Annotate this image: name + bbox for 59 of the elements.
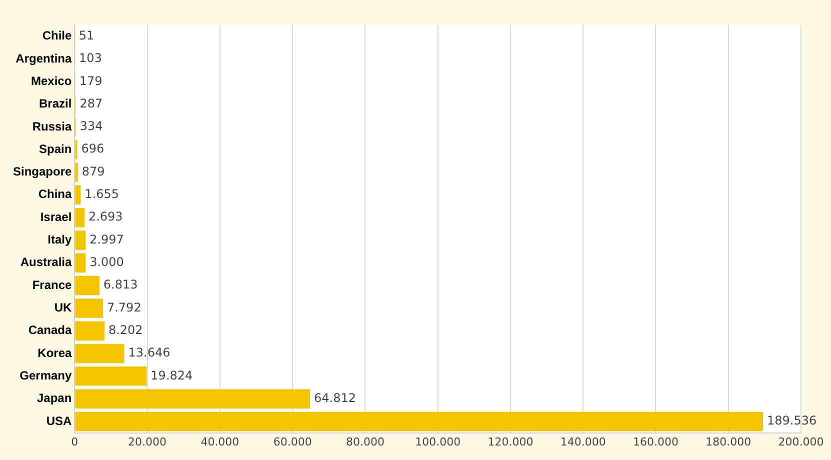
bar bbox=[75, 298, 103, 318]
data-label: 189.536 bbox=[767, 414, 817, 428]
data-label: 7.792 bbox=[106, 300, 142, 314]
x-tick-label: 60.000 bbox=[273, 435, 312, 448]
data-label: 3.000 bbox=[90, 255, 124, 270]
bar bbox=[75, 344, 124, 364]
y-tick-label: UK bbox=[54, 300, 72, 315]
x-tick-label: 160.000 bbox=[632, 435, 678, 448]
data-label: 51 bbox=[78, 28, 94, 42]
data-label: 696 bbox=[81, 142, 104, 156]
data-label: 6.813 bbox=[103, 278, 138, 292]
data-label: 103 bbox=[79, 51, 102, 66]
bar bbox=[75, 230, 86, 250]
y-tick-label: Canada bbox=[28, 323, 72, 338]
y-tick-label: Russia bbox=[32, 119, 72, 134]
bar bbox=[75, 276, 100, 296]
y-tick-label: Germany bbox=[20, 368, 72, 382]
bar bbox=[75, 208, 84, 228]
data-label: 8.202 bbox=[108, 322, 143, 337]
y-tick-label: Singapore bbox=[12, 164, 72, 179]
bar bbox=[75, 366, 147, 386]
data-label: 287 bbox=[80, 96, 103, 110]
bar bbox=[75, 321, 104, 340]
y-tick-label: Mexico bbox=[30, 74, 72, 88]
y-tick-label: Japan bbox=[36, 391, 72, 406]
data-label: 334 bbox=[80, 119, 103, 134]
bar bbox=[75, 185, 81, 205]
x-tick-label: 120.000 bbox=[488, 435, 534, 448]
x-tick-label: 140.000 bbox=[560, 435, 606, 448]
x-tick-label: 0 bbox=[71, 435, 78, 448]
data-label: 19.824 bbox=[150, 368, 193, 382]
y-tick-label: Israel bbox=[40, 210, 72, 224]
y-tick-label: Brazil bbox=[38, 96, 72, 111]
bar bbox=[75, 389, 310, 408]
y-tick-label: Chile bbox=[42, 28, 72, 43]
y-tick-label: USA bbox=[46, 414, 72, 428]
bar bbox=[75, 162, 78, 182]
x-tick-label: 80.000 bbox=[346, 435, 384, 448]
data-label: 2.693 bbox=[88, 210, 123, 224]
x-tick-label: 40.000 bbox=[200, 435, 240, 448]
x-tick-label: 20.000 bbox=[128, 435, 167, 448]
y-tick-label: Spain bbox=[39, 142, 72, 156]
y-tick-label: Argentina bbox=[16, 51, 72, 66]
bar bbox=[75, 412, 763, 432]
x-tick-label: 100.000 bbox=[415, 435, 461, 448]
y-tick-label: Australia bbox=[20, 255, 72, 270]
y-tick-label: Korea bbox=[38, 346, 72, 360]
y-tick-label: Italy bbox=[48, 232, 72, 247]
data-label: 64.812 bbox=[314, 390, 356, 405]
data-label: 2.997 bbox=[90, 232, 124, 246]
x-tick-label: 200.000 bbox=[778, 435, 824, 448]
data-label: 179 bbox=[79, 74, 102, 88]
data-label: 13.646 bbox=[128, 346, 170, 360]
bar bbox=[75, 253, 86, 273]
data-label: 1.655 bbox=[84, 187, 120, 202]
y-tick-label: China bbox=[38, 187, 72, 202]
y-tick-label: France bbox=[32, 278, 72, 292]
x-tick-label: 180.000 bbox=[706, 435, 752, 448]
data-label: 879 bbox=[82, 164, 105, 178]
